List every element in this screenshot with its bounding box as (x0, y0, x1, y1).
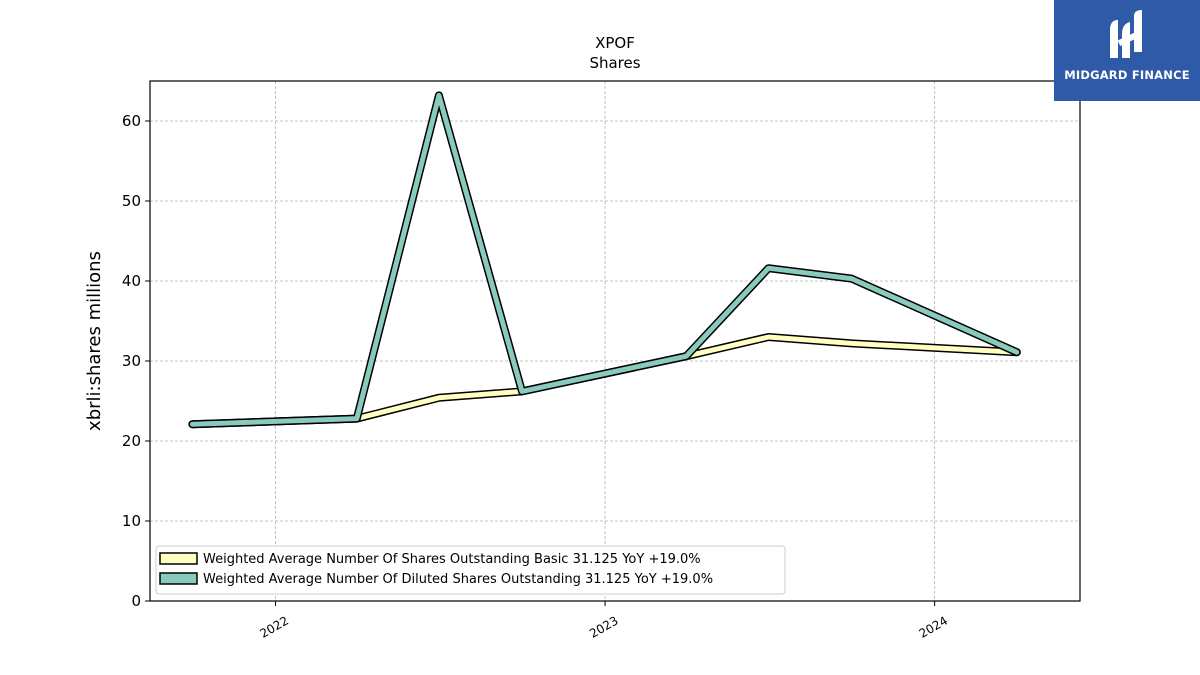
x-tick-label: 2022 (258, 613, 291, 640)
y-tick-label: 10 (122, 512, 141, 530)
brand-logo: MIDGARD FINANCE (1054, 0, 1200, 101)
series-line (189, 92, 1020, 427)
y-tick-label: 0 (131, 592, 141, 610)
series-1 (188, 333, 1021, 429)
x-tick-label: 2024 (917, 613, 950, 640)
x-tick-label: 2023 (587, 613, 620, 640)
chart-subtitle: Shares (589, 54, 640, 72)
series-line-outline (188, 333, 1021, 429)
y-tick-label: 30 (122, 352, 141, 370)
plot-frame (149, 80, 1081, 602)
legend-label: Weighted Average Number Of Shares Outsta… (203, 552, 701, 567)
x-axis-ticks: 2022 2023 2024 (258, 601, 950, 641)
series-line (189, 334, 1020, 427)
brand-name: MIDGARD FINANCE (1064, 68, 1190, 82)
chart-title: XPOF (595, 34, 635, 52)
legend-swatch (159, 572, 198, 585)
legend-label: Weighted Average Number Of Diluted Share… (203, 572, 713, 587)
grid-lines (150, 81, 1080, 601)
legend: Weighted Average Number Of Shares Outsta… (155, 545, 786, 595)
legend-swatch (159, 552, 198, 565)
y-axis-label: xbrli:shares millions (84, 251, 105, 431)
y-tick-label: 40 (122, 272, 141, 290)
y-tick-label: 60 (122, 112, 141, 130)
y-axis-ticks: 0 10 20 30 40 50 60 (122, 112, 150, 610)
series-lines (188, 91, 1021, 429)
legend-box (155, 545, 786, 595)
y-tick-label: 20 (122, 432, 141, 450)
brand-mark-icon (1110, 10, 1142, 58)
y-tick-label: 50 (122, 192, 141, 210)
series-2 (188, 91, 1021, 429)
